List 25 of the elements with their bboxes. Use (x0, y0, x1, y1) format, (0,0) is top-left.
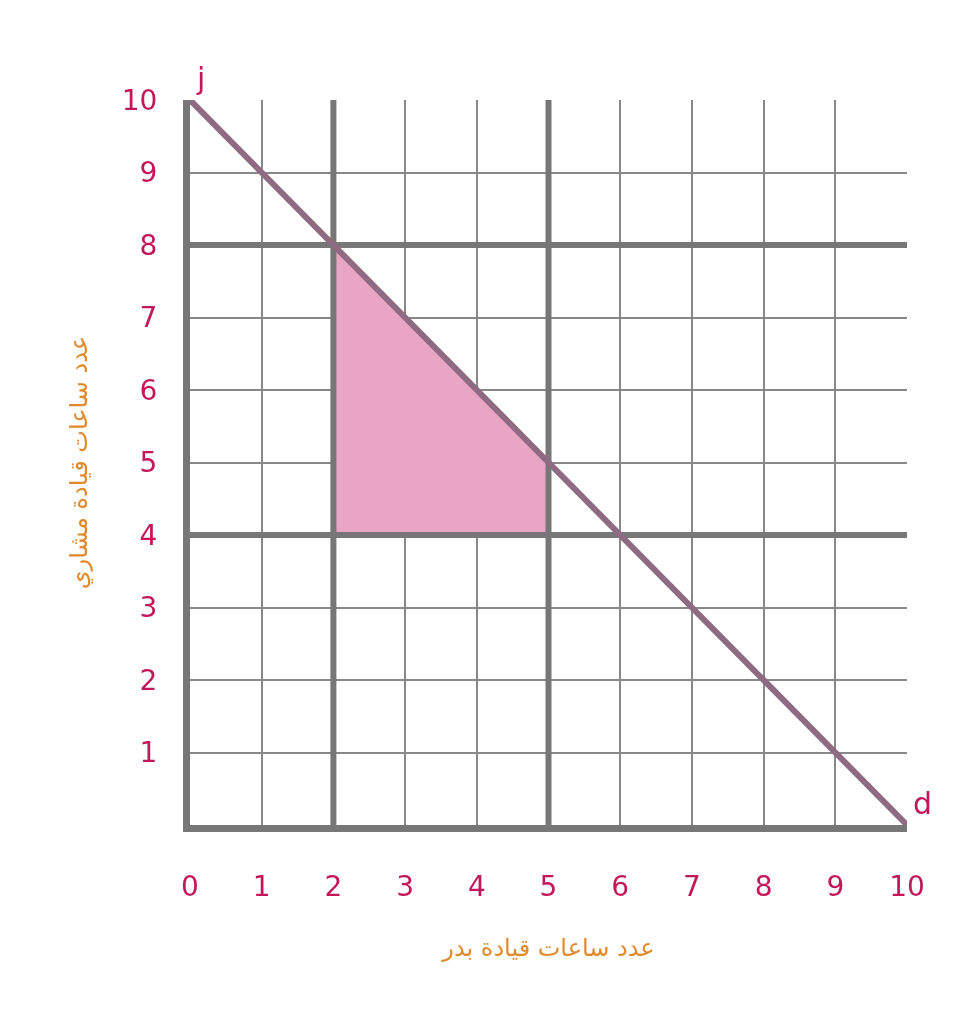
x-tick-label: 8 (754, 869, 773, 903)
x-tick-label: 4 (467, 869, 486, 903)
x-tick-label: 7 (682, 869, 701, 903)
y-tick-label: 2 (139, 663, 158, 697)
annotation: d (913, 786, 933, 821)
y-tick-label: 5 (139, 446, 158, 480)
annotation: j (196, 61, 206, 96)
y-tick-label: 4 (139, 518, 158, 552)
y-tick-label: 6 (139, 373, 158, 407)
y-tick-label: 7 (139, 301, 158, 335)
x-tick-label: 9 (826, 869, 845, 903)
y-axis-title: عدد ساعات قيادة مشاري (64, 335, 93, 590)
y-tick-label: 8 (139, 228, 158, 262)
y-tick-label: 10 (121, 83, 158, 117)
x-tick-label: 2 (324, 869, 343, 903)
y-tick-label: 9 (139, 156, 158, 190)
x-axis-title: عدد ساعات قيادة بدر (441, 933, 655, 962)
x-tick-label: 1 (252, 869, 271, 903)
x-tick-label: 10 (889, 869, 925, 903)
y-tick-label: 3 (139, 591, 158, 625)
x-tick-label: 3 (396, 869, 415, 903)
y-tick-label: 1 (139, 736, 158, 770)
x-tick-label: 6 (611, 869, 630, 903)
x-tick-label: 5 (539, 869, 558, 903)
x-tick-label: 0 (181, 869, 199, 903)
